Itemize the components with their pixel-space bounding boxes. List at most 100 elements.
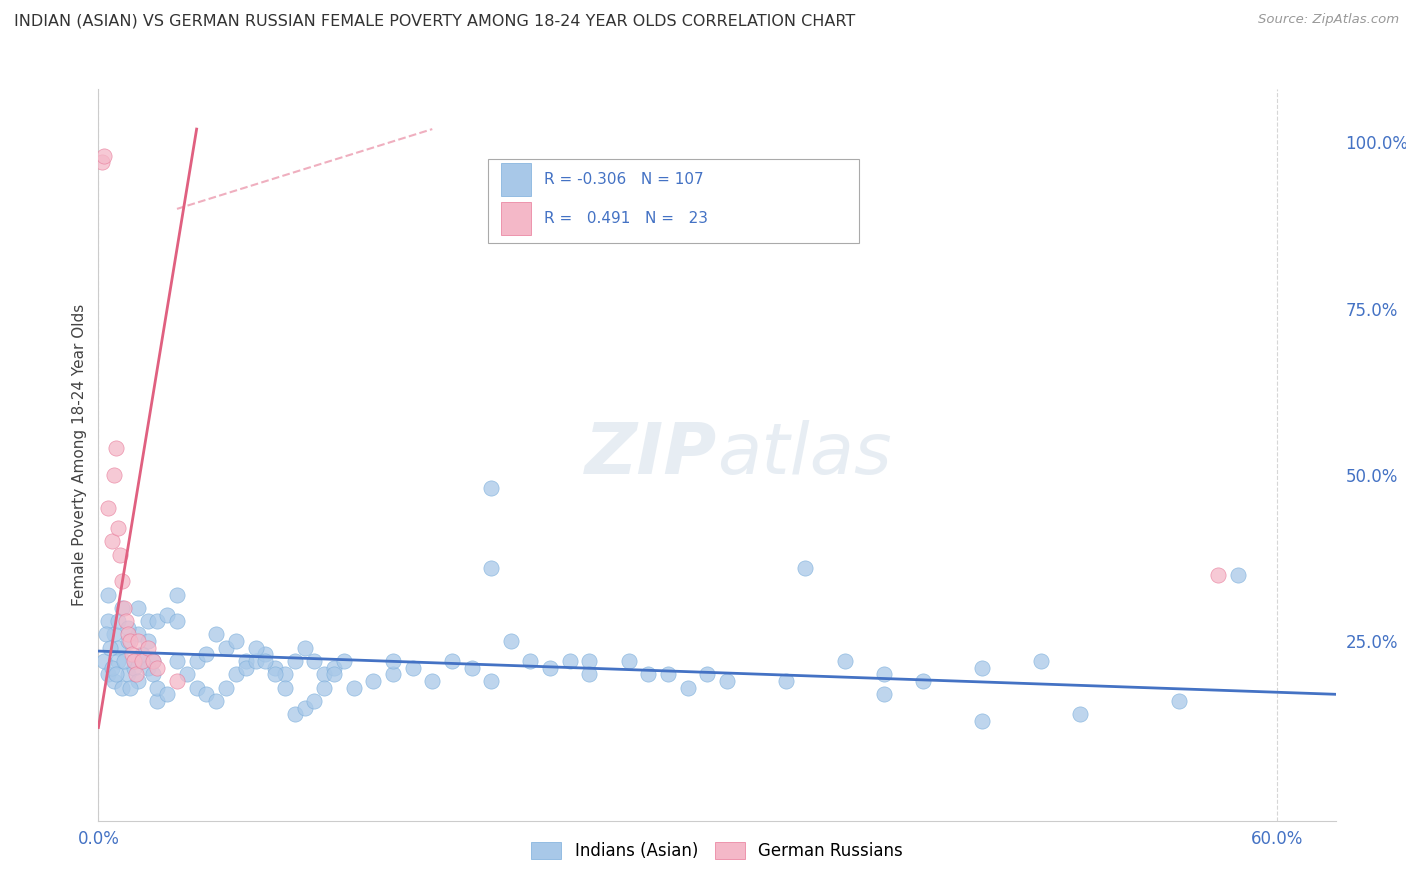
Point: [186, 681, 208, 695]
Point: [131, 654, 153, 668]
Point: [314, 667, 336, 681]
Point: [195, 687, 218, 701]
Point: [96, 627, 118, 641]
Point: [118, 634, 141, 648]
Point: [112, 654, 135, 668]
Point: [136, 661, 159, 675]
Point: [131, 654, 153, 668]
Point: [101, 534, 124, 549]
Point: [343, 681, 366, 695]
Point: [127, 634, 149, 648]
Point: [215, 681, 238, 695]
Point: [215, 640, 238, 655]
Point: [166, 614, 188, 628]
Point: [1226, 567, 1249, 582]
Point: [111, 600, 134, 615]
Point: [538, 661, 561, 675]
Point: [117, 667, 139, 681]
Point: [382, 654, 405, 668]
Point: [122, 654, 145, 668]
Point: [264, 661, 287, 675]
Point: [617, 654, 640, 668]
Point: [578, 667, 600, 681]
Point: [97, 614, 120, 628]
Point: [111, 574, 134, 589]
Point: [284, 654, 307, 668]
Point: [176, 667, 198, 681]
Point: [156, 607, 179, 622]
Point: [912, 673, 935, 688]
Point: [274, 667, 297, 681]
Point: [146, 694, 169, 708]
Point: [519, 654, 541, 668]
Point: [101, 661, 124, 675]
Point: [323, 661, 346, 675]
Point: [972, 661, 994, 675]
Point: [125, 667, 148, 681]
Point: [440, 654, 463, 668]
Point: [111, 681, 134, 695]
Point: [93, 149, 115, 163]
Point: [122, 654, 145, 668]
Point: [274, 681, 297, 695]
Point: [676, 681, 699, 695]
Point: [382, 667, 405, 681]
Point: [284, 707, 307, 722]
Point: [1029, 654, 1052, 668]
Point: [97, 667, 120, 681]
Point: [235, 661, 257, 675]
Point: [91, 155, 114, 169]
Point: [115, 614, 138, 628]
Point: [127, 627, 149, 641]
Point: [117, 621, 139, 635]
Point: [142, 654, 165, 668]
Point: [121, 648, 143, 662]
Point: [479, 673, 502, 688]
Point: [873, 687, 896, 701]
Point: [205, 627, 228, 641]
Point: [136, 640, 159, 655]
Point: [225, 634, 247, 648]
Point: [401, 661, 423, 675]
Text: atlas: atlas: [717, 420, 891, 490]
Text: Source: ZipAtlas.com: Source: ZipAtlas.com: [1258, 13, 1399, 27]
Point: [103, 467, 125, 482]
Point: [1206, 567, 1229, 582]
Point: [294, 640, 316, 655]
Point: [1069, 707, 1091, 722]
Point: [294, 700, 316, 714]
Point: [479, 481, 502, 495]
Point: [117, 634, 139, 648]
Point: [195, 648, 218, 662]
Point: [254, 648, 277, 662]
Point: [420, 673, 443, 688]
Point: [93, 654, 115, 668]
Point: [637, 667, 659, 681]
Point: [834, 654, 856, 668]
Point: [146, 614, 169, 628]
Point: [166, 588, 188, 602]
Point: [146, 681, 169, 695]
Point: [245, 654, 267, 668]
Point: [972, 714, 994, 728]
Point: [122, 661, 145, 675]
Point: [696, 667, 718, 681]
Point: [146, 661, 169, 675]
Point: [166, 673, 188, 688]
Point: [794, 561, 817, 575]
Point: [103, 627, 125, 641]
Point: [107, 640, 129, 655]
Point: [657, 667, 679, 681]
Y-axis label: Female Poverty Among 18-24 Year Olds: Female Poverty Among 18-24 Year Olds: [72, 304, 87, 606]
Point: [136, 634, 159, 648]
FancyBboxPatch shape: [501, 162, 531, 195]
FancyBboxPatch shape: [488, 159, 859, 243]
Text: ZIP: ZIP: [585, 420, 717, 490]
Point: [716, 673, 738, 688]
Point: [131, 648, 153, 662]
Point: [235, 654, 257, 668]
Point: [323, 667, 346, 681]
FancyBboxPatch shape: [501, 202, 531, 235]
Point: [107, 521, 129, 535]
Point: [142, 654, 165, 668]
